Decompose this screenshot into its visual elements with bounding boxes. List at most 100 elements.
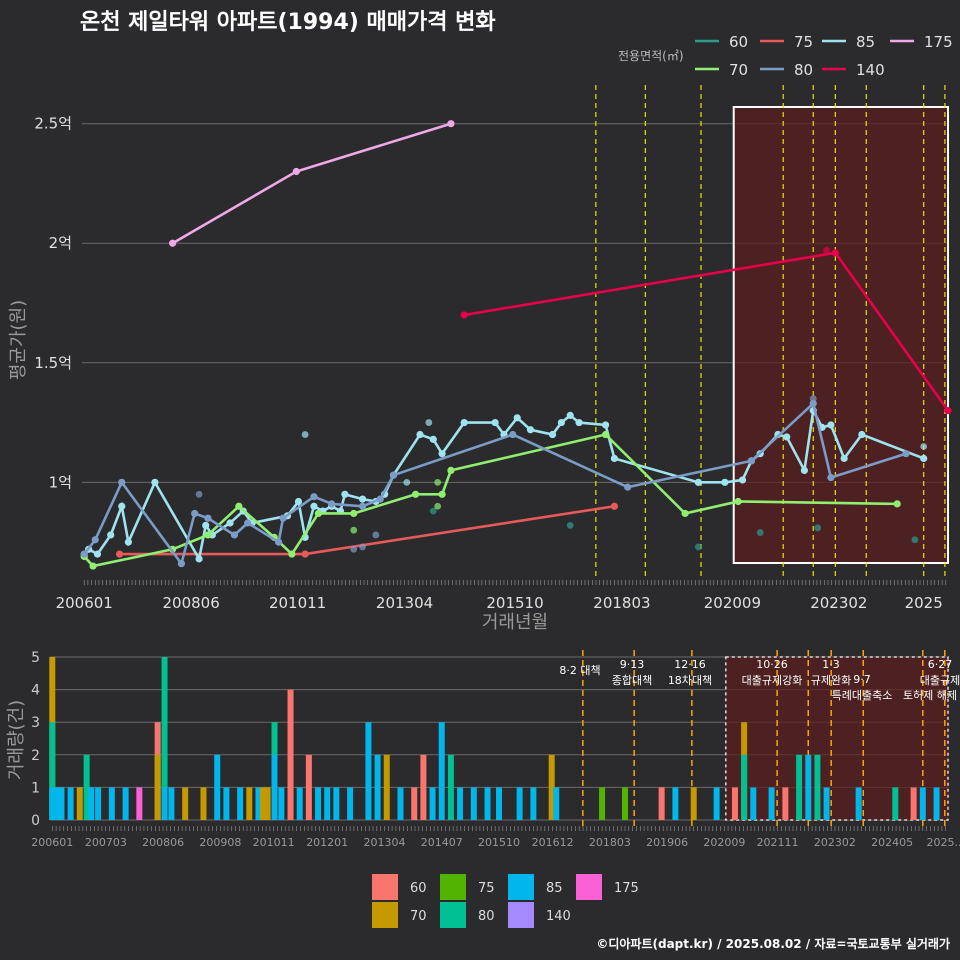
point-80 [747,457,755,465]
bar-60 [731,787,738,820]
bar-85 [271,754,278,820]
bar-x-tick-label: 201011 [253,836,295,849]
scatter-point-80 [809,395,817,403]
legend-label-75: 75 [794,33,813,51]
point-85 [800,466,809,475]
bar-legend-label-75: 75 [478,881,495,896]
scatter-point-60 [429,507,437,515]
scatter-point-60 [911,536,919,544]
bar-85 [168,787,175,820]
annotation-date: 6·27 [928,658,953,671]
bar-70 [154,754,161,820]
annotation-date: 9·13 [620,658,645,671]
bar-85 [438,722,445,820]
bar-85 [95,787,102,820]
point-85 [526,426,535,434]
annotation-date: 10·26 [756,658,788,671]
point-85 [783,433,791,441]
bar-70 [690,787,697,820]
point-85 [566,411,574,420]
bar-85 [933,787,940,820]
bar-85 [214,754,221,820]
point-85 [358,495,367,503]
point-85 [151,478,159,486]
bar-80 [447,754,454,820]
bar-y-tick-label: 3 [31,715,40,731]
x-tick-label: 200601 [56,594,113,612]
point-80 [310,493,318,501]
bar-85 [347,787,354,820]
bar-85 [713,787,720,820]
bar-85 [161,787,168,820]
point-70 [89,562,97,570]
point-85 [118,502,126,510]
bar-60 [420,754,427,820]
bar-x-tick-label: 201407 [421,836,463,849]
scatter-point-85 [425,419,433,426]
annotation-text: 8·2 대책 [559,664,600,677]
point-175 [447,120,455,128]
bar-x-tick-label: 201201 [306,836,348,849]
scatter-point-60 [694,543,702,551]
bar-85 [278,787,285,820]
bar-85 [88,787,95,820]
bar-80 [83,754,90,820]
scatter-point-85 [920,443,928,450]
x-axis-title: 거래년월 [482,612,548,633]
point-85 [491,418,499,427]
scatter-point-140 [823,247,830,254]
bar-legend-label-140: 140 [546,909,571,924]
x-tick-label: 202302 [810,594,867,612]
point-85 [694,478,702,486]
point-85 [438,450,446,458]
point-85 [195,555,203,563]
bar-x-tick-label: 201612 [532,836,574,849]
bar-60 [305,754,312,820]
point-85 [429,435,437,443]
bar-85 [855,787,862,820]
legend-label-175: 175 [924,33,953,51]
bar-75 [599,787,606,820]
bar-70 [200,787,207,820]
y-axis-title: 평균가(원) [8,300,29,380]
point-85 [294,497,303,506]
point-85 [575,418,583,427]
bar-85 [496,787,502,820]
scatter-point-85 [301,431,309,438]
point-85 [858,430,866,439]
point-80 [91,536,99,544]
bar-80 [796,754,803,820]
bar-80 [892,787,899,820]
y-tick-label: 1.5억 [34,354,72,372]
bar-60 [411,787,418,820]
point-85 [202,521,210,529]
point-70 [235,502,243,510]
point-85 [124,538,132,546]
bar-legend-swatch-85 [508,874,534,900]
credit-text: ©디아파트(dapt.kr) / 2025.08.02 / 자료=국토교통부 실… [596,937,950,951]
bar-85 [530,787,537,820]
bar-legend-label-80: 80 [478,909,495,924]
scatter-point-70 [350,526,358,534]
point-70 [350,509,358,518]
bar-85 [750,787,757,820]
annotation-date: 12·16 [674,658,706,671]
bar-85 [805,754,812,820]
bar-85 [67,787,74,820]
point-80 [509,430,517,439]
bar-60 [658,787,665,820]
point-80 [358,502,367,510]
bar-y-tick-label: 0 [31,813,40,829]
bar-legend-label-70: 70 [410,909,427,924]
point-175 [168,239,177,247]
scatter-point-80 [359,543,366,551]
point-80 [389,471,398,479]
point-80 [230,531,239,539]
annotation-text: 규제완화 [811,674,851,687]
bar-85 [457,787,464,820]
point-80 [328,500,336,508]
bar-legend-swatch-70 [372,902,398,928]
point-85 [93,550,102,558]
bar-85 [553,787,560,820]
